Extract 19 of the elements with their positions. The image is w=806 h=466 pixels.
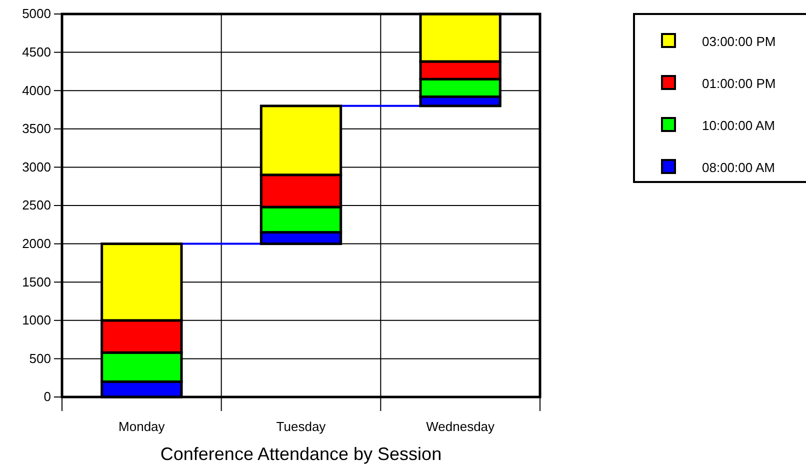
text: Conference Attendance by Session — [160, 444, 442, 464]
legend-label: 08:00:00 AM — [702, 160, 775, 175]
y-tick-label: 2500 — [22, 198, 51, 213]
y-tick-label: 3000 — [22, 159, 51, 174]
y-tick-label: 3500 — [22, 121, 51, 136]
x-tick-label: Monday — [118, 419, 166, 434]
y-tick-label: 4500 — [22, 44, 51, 60]
y-tick-label: 5000 — [22, 6, 51, 22]
y-tick-label: 4000 — [22, 82, 51, 98]
x-tick-label: Wednesday — [426, 419, 496, 434]
legend-label: 10:00:00 AM — [702, 118, 775, 133]
x-tick-label: Tuesday — [276, 419, 326, 434]
y-tick-label: 500 — [29, 350, 51, 366]
legend-label: 03:00:00 PM — [702, 34, 776, 49]
legend-label: 01:00:00 PM — [702, 76, 776, 91]
y-tick-label: 1000 — [22, 312, 51, 328]
y-tick-label: 0 — [44, 389, 51, 404]
y-tick-label: 1500 — [22, 274, 51, 290]
y-tick-label: 2000 — [22, 236, 51, 251]
